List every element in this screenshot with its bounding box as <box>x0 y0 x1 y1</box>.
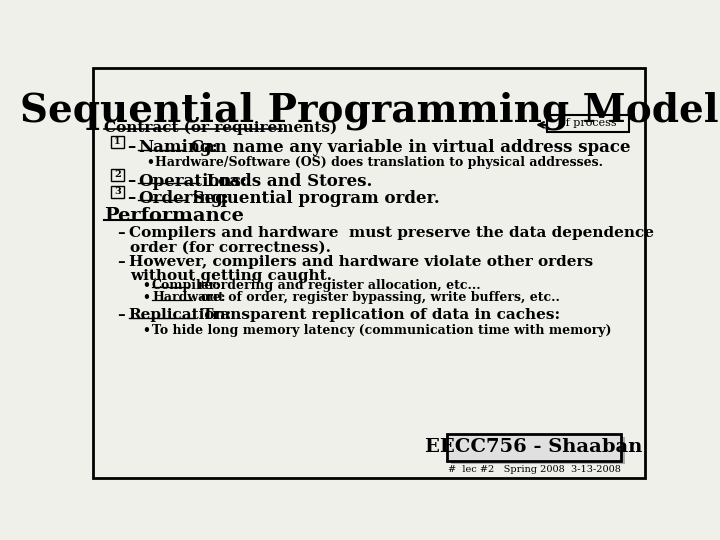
Text: •: • <box>143 291 150 304</box>
Text: Contract (or requirements): Contract (or requirements) <box>104 120 337 134</box>
Text: 2: 2 <box>114 171 121 179</box>
Text: without getting caught.: without getting caught. <box>130 269 333 283</box>
Text: Naming:: Naming: <box>138 139 218 157</box>
Text: –: – <box>127 139 135 157</box>
Text: 1: 1 <box>114 137 121 146</box>
Text: •: • <box>143 279 150 292</box>
Text: order (for correctness).: order (for correctness). <box>130 240 331 254</box>
Text: Compilers and hardware  must preserve the data dependence: Compilers and hardware must preserve the… <box>129 226 654 240</box>
Text: Sequential Programming Model: Sequential Programming Model <box>19 92 719 130</box>
Text: •: • <box>143 323 150 336</box>
Text: Performance: Performance <box>104 207 244 225</box>
Text: Operations:: Operations: <box>138 173 247 190</box>
Text: –: – <box>117 226 125 240</box>
Text: Loads and Stores.: Loads and Stores. <box>201 173 372 190</box>
FancyBboxPatch shape <box>547 115 629 132</box>
Text: To hide long memory latency (communication time with memory): To hide long memory latency (communicati… <box>152 323 611 336</box>
Text: 3: 3 <box>114 187 121 197</box>
Text: Sequential program order.: Sequential program order. <box>187 190 440 206</box>
Text: –: – <box>127 173 135 190</box>
Text: Compiler:: Compiler: <box>152 279 221 292</box>
Text: Can name any variable in virtual address space: Can name any variable in virtual address… <box>184 139 630 157</box>
Text: #  lec #2   Spring 2008  3-13-2008: # lec #2 Spring 2008 3-13-2008 <box>448 465 621 474</box>
FancyBboxPatch shape <box>112 136 124 147</box>
FancyBboxPatch shape <box>112 169 124 181</box>
Text: •: • <box>145 156 153 168</box>
Text: Transparent replication of data in caches:: Transparent replication of data in cache… <box>197 308 560 322</box>
Text: out of order, register bypassing, write buffers, etc..: out of order, register bypassing, write … <box>192 291 560 304</box>
Text: Hardware:: Hardware: <box>152 291 225 304</box>
Text: EECC756 - Shaaban: EECC756 - Shaaban <box>426 438 643 456</box>
Text: –: – <box>117 308 125 322</box>
Text: Hardware/Software (OS) does translation to physical addresses.: Hardware/Software (OS) does translation … <box>155 156 603 168</box>
FancyBboxPatch shape <box>447 434 621 461</box>
Text: Replication:: Replication: <box>129 308 232 322</box>
FancyBboxPatch shape <box>93 68 645 477</box>
Text: –: – <box>127 190 135 206</box>
Text: of process: of process <box>559 118 616 129</box>
Text: reordering and register allocation, etc...: reordering and register allocation, etc.… <box>189 279 481 292</box>
Text: However, compilers and hardware violate other orders: However, compilers and hardware violate … <box>129 255 593 269</box>
FancyBboxPatch shape <box>112 186 124 198</box>
FancyBboxPatch shape <box>451 437 625 464</box>
Text: Ordering:: Ordering: <box>138 190 229 206</box>
Text: –: – <box>117 255 125 269</box>
